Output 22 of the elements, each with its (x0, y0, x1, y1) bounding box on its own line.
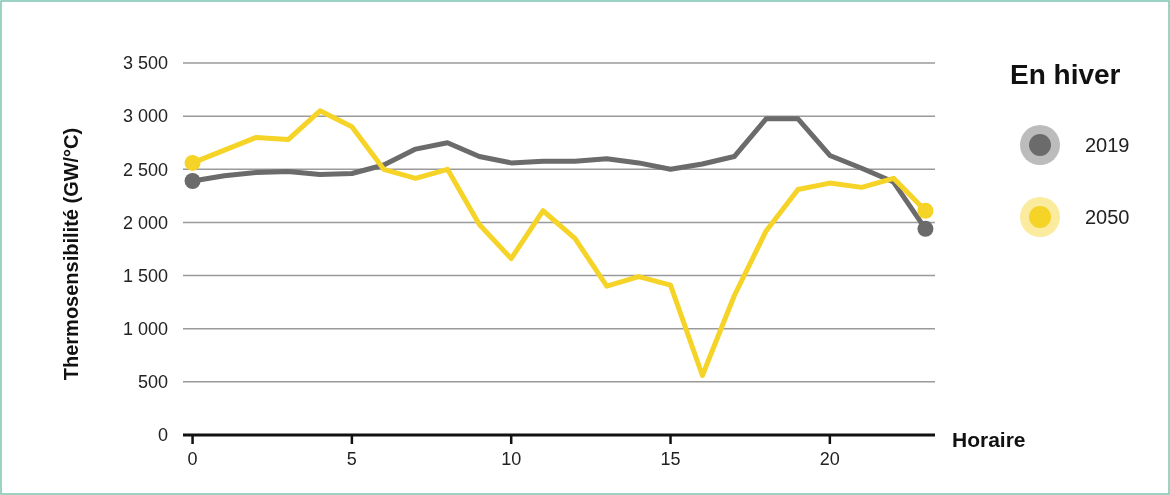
y-tick-label: 1 500 (122, 265, 168, 286)
y-tick-label: 500 (137, 372, 168, 393)
point (184, 172, 201, 189)
x-tick-label: 20 (819, 449, 840, 469)
legend-label: 2050 (1085, 206, 1130, 228)
x-tick-label: 5 (346, 449, 357, 469)
legend-title: En hiver (1010, 59, 1121, 90)
x-tick-label: 15 (660, 449, 681, 469)
y-axis-title: Thermosensibilité (GW/°C) (60, 127, 82, 381)
x-tick-label: 0 (187, 449, 198, 469)
point (917, 220, 934, 237)
y-tick-label: 3 500 (122, 53, 168, 74)
x-tick-label: 10 (501, 449, 522, 469)
y-tick-label: 1 000 (122, 319, 168, 340)
point (917, 202, 934, 219)
y-tick-label: 3 000 (122, 106, 168, 127)
y-tick-label: 2 000 (122, 212, 168, 233)
legend-label: 2019 (1085, 134, 1130, 156)
point (184, 154, 201, 171)
y-tick-label: 0 (157, 425, 168, 446)
x-axis-title: Horaire (952, 428, 1026, 451)
y-tick-label: 2 500 (122, 159, 168, 180)
